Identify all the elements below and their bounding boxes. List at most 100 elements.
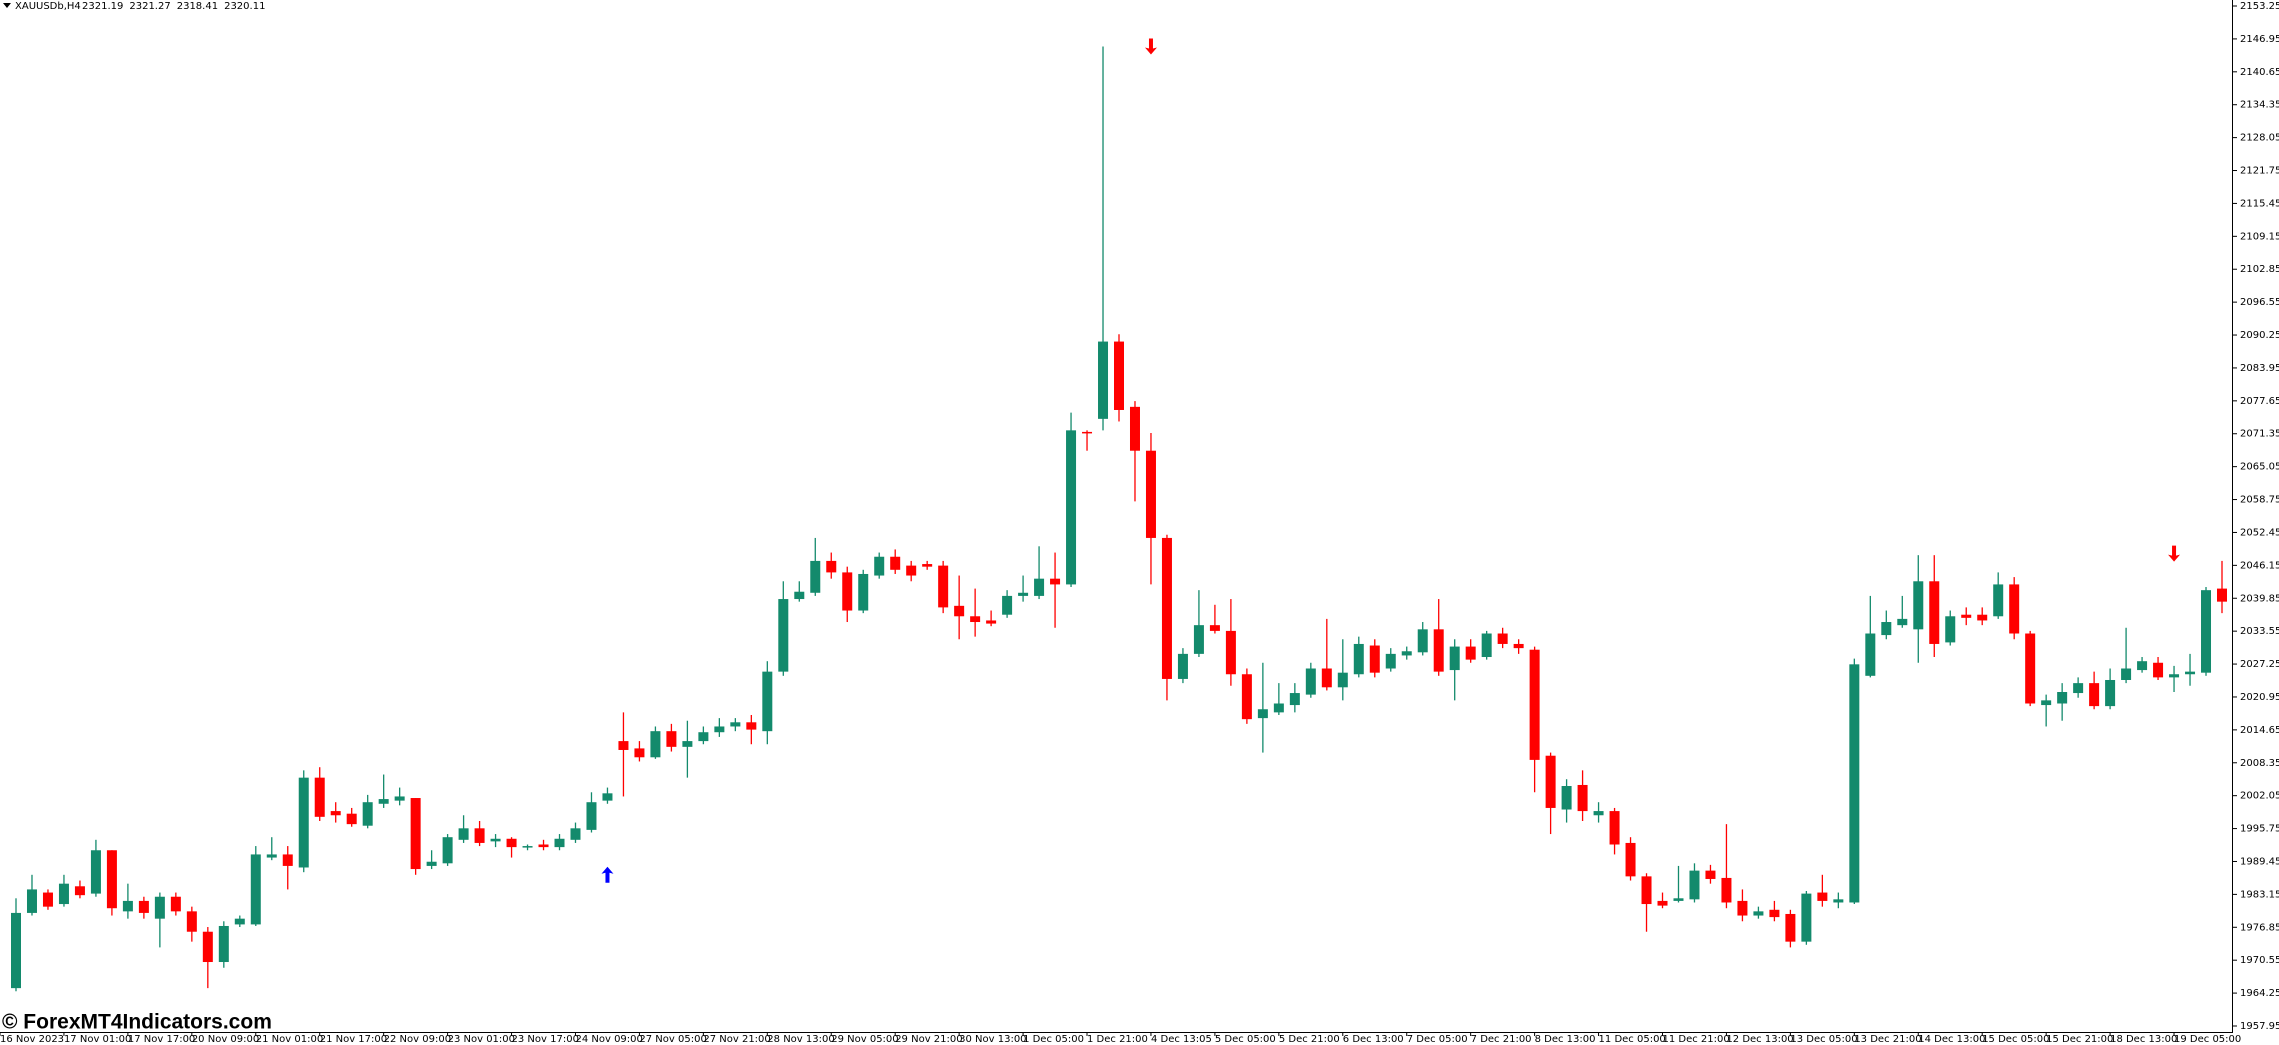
candle-body [2009, 584, 2020, 634]
candle-body [602, 793, 613, 801]
candle-body [2073, 683, 2084, 694]
candle-body [1609, 811, 1620, 845]
x-tick-label: 5 Dec 21:00 [1279, 1034, 1340, 1045]
candle-body [810, 560, 821, 593]
candle-body [1098, 341, 1109, 419]
candle-body [986, 620, 997, 624]
candle-body [1289, 693, 1300, 706]
y-tick-label: 1983.15 [2240, 889, 2279, 900]
candle-body [1417, 629, 1428, 653]
y-tick-label: 2121.75 [2240, 166, 2279, 177]
candle-body [618, 741, 629, 750]
y-tick-label: 2153.25 [2240, 1, 2279, 12]
candle-body [1145, 450, 1156, 538]
y-tick-label: 2128.05 [2240, 133, 2279, 144]
x-tick-label: 28 Nov 13:00 [767, 1034, 834, 1045]
y-tick-label: 1964.25 [2240, 988, 2279, 999]
quote-value: 2320.11 [224, 1, 265, 12]
candle-body [314, 777, 325, 817]
candle-body [2217, 588, 2227, 602]
candle-body [2185, 671, 2196, 675]
candle-body [378, 799, 389, 804]
candle-body [762, 671, 773, 732]
x-tick-label: 11 Dec 05:00 [1599, 1034, 1666, 1045]
y-tick-label: 2039.85 [2240, 593, 2279, 604]
candle-body [938, 565, 949, 608]
candle-body [666, 731, 677, 747]
candle-body [218, 925, 229, 963]
candle-body [1050, 578, 1061, 585]
candle-body [266, 854, 277, 858]
candle-body [250, 854, 261, 925]
x-tick-label: 6 Dec 13:00 [1343, 1034, 1404, 1045]
candle-body [186, 911, 197, 932]
candle-body [1801, 893, 1812, 942]
candle-body [2057, 692, 2068, 704]
candle-body [730, 722, 741, 727]
candle-body [1002, 595, 1013, 615]
candle-body [1401, 651, 1412, 656]
y-tick-label: 2146.95 [2240, 34, 2279, 45]
candle-body [922, 564, 933, 567]
candle-body [1018, 592, 1029, 596]
candle-body [1993, 584, 2004, 617]
candle-body [1897, 618, 1908, 626]
y-tick-label: 1995.75 [2240, 824, 2279, 835]
candle-body [2169, 674, 2180, 678]
x-tick-label: 11 Dec 21:00 [1662, 1034, 1729, 1045]
candle-body [1945, 616, 1956, 643]
candle-body [1082, 431, 1093, 434]
candle-body [346, 813, 357, 825]
candle-body [954, 605, 965, 617]
candle-body [778, 599, 789, 672]
candle-body [554, 838, 565, 848]
x-tick-label: 20 Nov 09:00 [192, 1034, 259, 1045]
x-tick-label: 17 Nov 17:00 [128, 1034, 195, 1045]
candle-body [1225, 630, 1236, 675]
candle-body [1817, 892, 1828, 901]
x-tick-label: 22 Nov 09:00 [384, 1034, 451, 1045]
candle-body [970, 616, 981, 623]
candle-body [2041, 700, 2052, 706]
candle-body [1753, 911, 1764, 916]
candle-body [1769, 909, 1780, 918]
candle-body [1929, 581, 1940, 644]
menu-triangle[interactable] [3, 3, 11, 8]
candle-body [858, 573, 869, 611]
candle-body [1353, 643, 1364, 675]
quote-value: 2321.19 [82, 1, 123, 12]
x-tick-label: 16 Nov 2023 [0, 1034, 64, 1045]
x-tick-label: 15 Dec 21:00 [2046, 1034, 2113, 1045]
y-tick-label: 2102.85 [2240, 264, 2279, 275]
candle-body [154, 896, 165, 919]
candle-body [1673, 898, 1684, 901]
candle-body [1721, 877, 1732, 903]
buy-arrow [601, 866, 614, 883]
candle-body [1705, 870, 1716, 879]
candle-body [1177, 653, 1188, 679]
candle-body [74, 886, 85, 896]
quote-value: 2321.27 [129, 1, 170, 12]
candle-body [90, 850, 101, 894]
candle-body [170, 896, 181, 912]
candle-body [1193, 625, 1204, 654]
candle-body [330, 811, 341, 816]
candle-body [1465, 646, 1476, 660]
candle-body [1449, 646, 1460, 671]
x-tick-label: 1 Dec 21:00 [1087, 1034, 1148, 1045]
x-tick-label: 5 Dec 05:00 [1215, 1034, 1276, 1045]
y-tick-label: 2020.95 [2240, 692, 2279, 703]
y-tick-label: 2065.05 [2240, 462, 2279, 473]
candle-body [1785, 913, 1796, 942]
x-tick-label: 8 Dec 13:00 [1535, 1034, 1596, 1045]
y-tick-label: 1970.55 [2240, 955, 2279, 966]
y-tick-label: 2134.35 [2240, 100, 2279, 111]
x-tick-label: 17 Nov 01:00 [64, 1034, 131, 1045]
candle-body [842, 572, 853, 611]
candle-body [1257, 709, 1268, 719]
candle-body [1737, 900, 1748, 916]
x-tick-label: 7 Dec 05:00 [1407, 1034, 1468, 1045]
candle-body [1114, 341, 1124, 410]
